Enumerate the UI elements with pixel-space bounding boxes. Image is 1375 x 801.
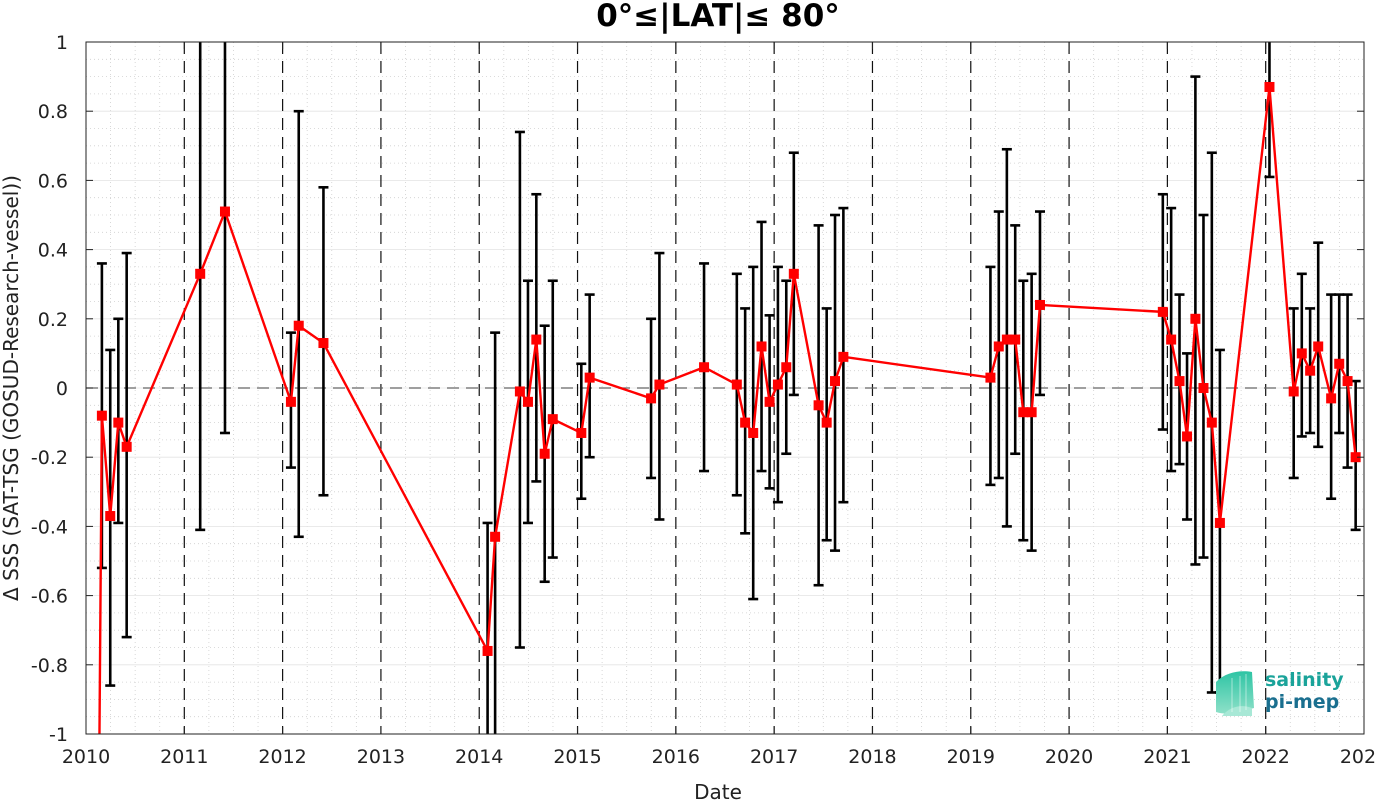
x-tick-label: 2020 bbox=[1045, 746, 1093, 768]
chart-title: 0°≤|LAT|≤ 80° bbox=[596, 0, 840, 34]
data-point-marker bbox=[993, 341, 1004, 352]
y-tick-label: -0.6 bbox=[31, 586, 68, 608]
x-tick-label: 2016 bbox=[652, 746, 700, 768]
data-point-marker bbox=[522, 396, 533, 407]
data-point-marker bbox=[293, 320, 304, 331]
data-point-marker bbox=[1334, 358, 1345, 369]
y-axis: -1 -0.8 -0.6 -0.4 -0.2 0 0.2 0.4 0.6 0.8 1 bbox=[31, 32, 1364, 746]
y-tick-label: -0.4 bbox=[31, 516, 68, 538]
x-tick-label: 2022 bbox=[1242, 746, 1290, 768]
data-point-marker bbox=[531, 334, 542, 345]
x-tick-label: 2021 bbox=[1143, 746, 1191, 768]
x-tick-label: 2010 bbox=[62, 746, 110, 768]
x-tick-label: 2023 bbox=[1340, 746, 1375, 768]
y-tick-label: -1 bbox=[49, 724, 68, 746]
data-point-marker bbox=[1326, 393, 1337, 404]
data-point-marker bbox=[584, 372, 595, 383]
data-point-marker bbox=[1166, 334, 1177, 345]
data-point-marker bbox=[731, 379, 742, 390]
data-point-marker bbox=[1296, 348, 1307, 359]
data-point-marker bbox=[490, 531, 501, 542]
data-point-marker bbox=[547, 414, 558, 425]
data-point-marker bbox=[654, 379, 665, 390]
y-tick-label: 0.4 bbox=[38, 240, 68, 262]
data-point-marker bbox=[830, 376, 841, 387]
data-point-marker bbox=[1206, 417, 1217, 428]
data-point-marker bbox=[121, 441, 132, 452]
data-point-marker bbox=[1174, 376, 1185, 387]
y-axis-label: Δ SSS (SAT-TSG (GOSUD-Research-vessel)) bbox=[0, 175, 23, 601]
data-point-marker bbox=[1264, 81, 1275, 92]
data-point-marker bbox=[482, 645, 493, 656]
x-tick-label: 2015 bbox=[553, 746, 601, 768]
x-axis-label: Date bbox=[694, 780, 742, 801]
x-axis: 2010 2011 2012 2013 2014 2015 2016 2017 2018 2019… bbox=[62, 42, 1375, 768]
data-point-marker bbox=[985, 372, 996, 383]
data-point-marker bbox=[788, 268, 799, 279]
data-point-marker bbox=[646, 393, 657, 404]
data-point-marker bbox=[1342, 376, 1353, 387]
series-line-group bbox=[98, 85, 1357, 734]
data-point-marker bbox=[113, 417, 124, 428]
data-point-marker bbox=[756, 341, 767, 352]
data-point-marker bbox=[318, 338, 329, 349]
data-point-marker bbox=[1182, 431, 1193, 442]
data-point-marker bbox=[1288, 386, 1299, 397]
x-tick-label: 2013 bbox=[357, 746, 405, 768]
data-point-marker bbox=[748, 427, 759, 438]
data-point-marker bbox=[1190, 313, 1201, 324]
y-tick-label: 1 bbox=[56, 32, 68, 54]
data-point-marker bbox=[576, 427, 587, 438]
data-point-marker bbox=[105, 511, 116, 522]
data-point-marker bbox=[539, 448, 550, 459]
data-point-marker bbox=[1198, 383, 1209, 393]
y-tick-label: -0.2 bbox=[31, 447, 68, 469]
y-tick-label: 0.2 bbox=[38, 309, 68, 331]
x-tick-label: 2018 bbox=[848, 746, 896, 768]
data-point-marker bbox=[1157, 306, 1168, 317]
data-point-marker bbox=[1018, 407, 1029, 418]
data-point-marker bbox=[1001, 334, 1012, 345]
y-tick-label: 0.8 bbox=[38, 101, 68, 123]
data-point-marker bbox=[699, 362, 710, 373]
data-point-marker bbox=[821, 417, 832, 428]
data-point-marker bbox=[838, 351, 849, 362]
data-point-marker bbox=[1305, 365, 1316, 376]
y-tick-label: 0.6 bbox=[38, 170, 68, 192]
salinity-pi-mep-logo: salinity pi-mep bbox=[1216, 669, 1344, 716]
y-tick-label: 0 bbox=[56, 378, 68, 400]
x-tick-label: 2017 bbox=[750, 746, 798, 768]
y-tick-label: -0.8 bbox=[31, 655, 68, 677]
data-point-marker bbox=[1034, 299, 1045, 310]
logo-text-pi-mep: pi-mep bbox=[1265, 691, 1339, 713]
series-line bbox=[98, 85, 1357, 734]
logo-text-salinity: salinity bbox=[1265, 669, 1344, 691]
data-point-marker bbox=[1214, 517, 1225, 528]
data-markers bbox=[96, 81, 1361, 656]
data-point-marker bbox=[514, 386, 525, 397]
data-point-marker bbox=[195, 268, 206, 279]
x-tick-label: 2019 bbox=[947, 746, 995, 768]
data-point-marker bbox=[285, 396, 296, 407]
wave-logo-icon bbox=[1216, 671, 1254, 716]
data-point-marker bbox=[1026, 407, 1037, 418]
x-tick-label: 2012 bbox=[258, 746, 306, 768]
data-point-marker bbox=[740, 417, 751, 428]
data-point-marker bbox=[96, 410, 107, 421]
data-point-marker bbox=[1010, 334, 1021, 345]
data-point-marker bbox=[772, 379, 783, 390]
data-point-marker bbox=[219, 206, 230, 217]
data-point-marker bbox=[764, 396, 775, 407]
data-point-marker bbox=[1313, 341, 1324, 352]
data-point-marker bbox=[813, 400, 824, 411]
x-tick-label: 2011 bbox=[160, 746, 208, 768]
data-point-marker bbox=[781, 362, 792, 373]
x-tick-label: 2014 bbox=[455, 746, 503, 768]
